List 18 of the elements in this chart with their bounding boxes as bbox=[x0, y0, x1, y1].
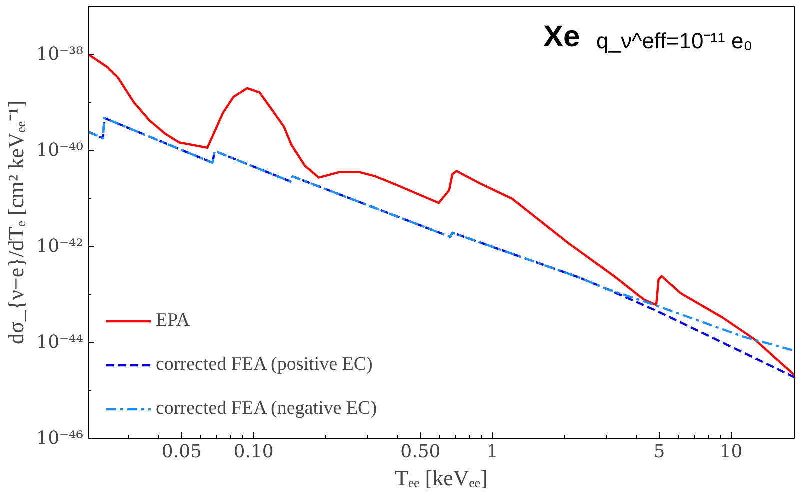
y-tick-label: 10⁻³⁸ bbox=[36, 44, 84, 65]
legend-label: corrected FEA (positive EC) bbox=[156, 354, 373, 376]
x-tick-label: 10 bbox=[720, 442, 743, 462]
legend-label: corrected FEA (negative EC) bbox=[156, 398, 378, 420]
x-axis-title: Tₑₑ [keVₑₑ] bbox=[395, 466, 488, 490]
x-tick-label: 0.10 bbox=[234, 442, 274, 462]
y-axis-title: dσ_{ν−e}/dTₑ [cm² keVₑₑ⁻¹] bbox=[4, 100, 29, 344]
legend-label: EPA bbox=[156, 310, 190, 332]
x-tick-label: 1 bbox=[486, 442, 498, 462]
y-tick-label: 10⁻⁴² bbox=[36, 236, 84, 257]
annotation: Xe bbox=[544, 20, 580, 54]
x-tick-label: 0.50 bbox=[400, 442, 441, 462]
y-tick-label: 10⁻⁴⁴ bbox=[36, 332, 84, 353]
x-tick-label: 0.05 bbox=[162, 442, 202, 462]
x-tick-label: 5 bbox=[654, 442, 666, 462]
annotation: q_ν^eff=10⁻¹¹ e₀ bbox=[596, 28, 753, 54]
y-tick-label: 10⁻⁴⁶ bbox=[36, 428, 84, 449]
y-tick-label: 10⁻⁴⁰ bbox=[36, 140, 84, 161]
